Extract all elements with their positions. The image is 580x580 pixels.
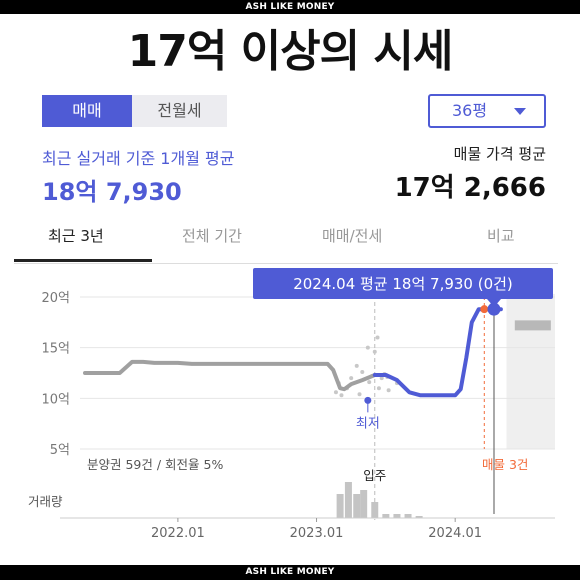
bottom-watermark-text: ASH LIKE MONEY — [245, 567, 335, 577]
scatter-point — [379, 376, 384, 381]
current-point — [487, 302, 501, 316]
bottom-watermark-bar: ASH LIKE MONEY — [0, 565, 580, 580]
volume-bar — [404, 514, 412, 518]
y-tick-label: 15억 — [41, 342, 70, 357]
chevron-down-icon — [514, 108, 526, 115]
asking-band — [514, 320, 551, 331]
price-line — [83, 359, 377, 392]
scatter-point — [357, 392, 362, 397]
recent-avg-label: 최근 실거래 기준 1개월 평균 — [42, 149, 235, 168]
presale-note: 분양권 59건 / 회전율 5% — [87, 457, 223, 472]
scatter-point — [360, 369, 365, 374]
top-watermark-bar: ASH LIKE MONEY — [0, 0, 580, 14]
size-select[interactable]: 36평 — [428, 94, 546, 128]
x-tick-label: 2022.01 — [151, 526, 205, 541]
y-tick-label: 10억 — [41, 392, 70, 407]
volume-label: 거래량 — [28, 494, 63, 509]
size-select-value: 36평 — [452, 101, 488, 120]
scatter-point — [365, 345, 370, 350]
x-tick-label: 2023.01 — [290, 526, 344, 541]
future-shade — [506, 293, 555, 449]
move-in-label: 입주 — [363, 468, 386, 483]
volume-bar — [360, 490, 368, 518]
asking-price-label: 매물 가격 평균 — [453, 145, 546, 163]
tooltip-pointer — [486, 299, 501, 307]
price-chart: 20억 15억 10억 5억 최저 2024.04 평균 18억 7,930 (0건) 분양… — [28, 268, 555, 541]
y-tick-label: 20억 — [41, 291, 70, 306]
scatter-point — [354, 363, 359, 368]
top-watermark-text: ASH LIKE MONEY — [245, 2, 335, 12]
volume-bar — [336, 494, 344, 518]
min-marker-dot — [364, 396, 372, 404]
tooltip-box — [253, 268, 553, 299]
scatter-point — [372, 349, 377, 354]
price-line — [372, 307, 503, 398]
headline: 17억 이상의 시세 — [127, 26, 454, 77]
scatter-point — [386, 388, 391, 393]
scatter-point — [376, 386, 381, 391]
x-tick-label: 2024.01 — [428, 526, 482, 541]
toggle-sale-button[interactable]: 매매 — [42, 95, 132, 127]
min-marker-label: 최저 — [356, 416, 380, 431]
volume-bar — [353, 494, 361, 518]
tab-recent-3-years[interactable]: 최근 3년 — [14, 226, 152, 262]
y-tick-label: 5억 — [50, 443, 70, 458]
tab-compare[interactable]: 비교 — [487, 227, 515, 245]
tab-sale-vs-jeonse[interactable]: 매매/전세 — [322, 227, 383, 245]
scatter-point — [339, 393, 344, 398]
volume-bar — [371, 502, 379, 518]
volume-bar — [393, 514, 401, 518]
scatter-point — [375, 335, 380, 340]
volume-bar — [344, 482, 352, 518]
tab-all-period[interactable]: 전체 기간 — [182, 227, 242, 245]
volume-bar — [415, 516, 423, 518]
scatter-point — [367, 380, 372, 385]
tooltip-text: 2024.04 평균 18억 7,930 (0건) — [293, 275, 513, 293]
volume-bar — [382, 514, 390, 518]
asking-price-value: 17억 2,666 — [394, 173, 546, 203]
toggle-rent-button[interactable]: 전월세 — [132, 95, 227, 127]
scatter-point — [349, 376, 354, 381]
scatter-point — [333, 390, 338, 395]
recent-avg-value: 18억 7,930 — [42, 178, 182, 206]
listing-note: 매물 3건 — [482, 457, 528, 472]
listing-point — [480, 305, 489, 314]
tab-divider — [14, 263, 558, 264]
